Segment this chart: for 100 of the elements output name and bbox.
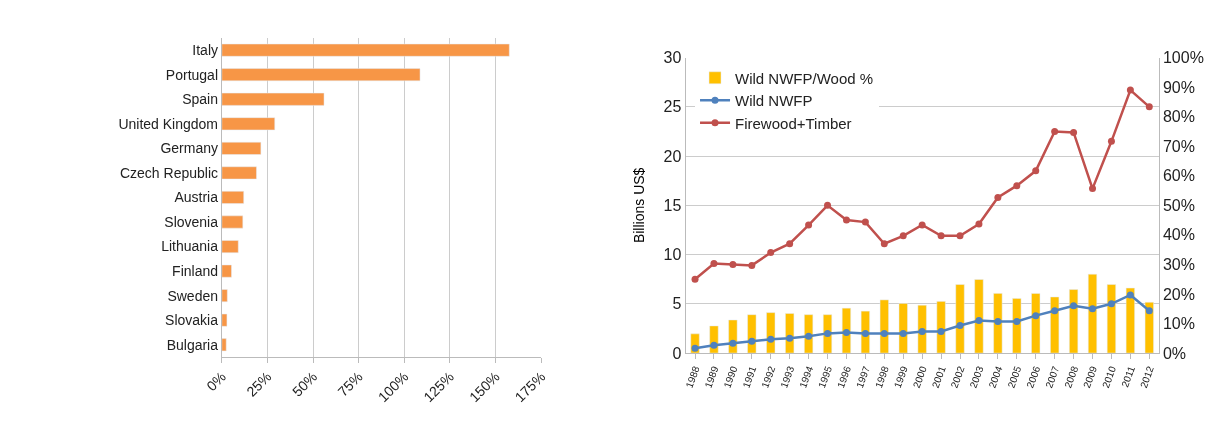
x-tick-label: 1998 — [872, 364, 892, 390]
point — [786, 240, 794, 248]
point — [1107, 137, 1115, 145]
y2-tick-label: 100% — [1162, 49, 1204, 67]
y-tick-label: 30 — [663, 49, 682, 67]
y-axis-title: Billions US$ — [631, 167, 648, 244]
y-tick-label: Slovenia — [164, 213, 219, 230]
point — [1107, 300, 1115, 308]
point — [1145, 307, 1153, 315]
x-tick-label: 1997 — [854, 364, 873, 390]
point — [937, 232, 945, 240]
point — [861, 218, 869, 226]
point — [1126, 86, 1134, 94]
x-tick-label: 2007 — [1043, 364, 1062, 390]
x-tick-label: 2001 — [929, 364, 948, 390]
bar — [993, 293, 1003, 354]
bar — [1069, 289, 1079, 354]
y-tick-label: Portugal — [165, 66, 219, 83]
y-tick-label: 15 — [663, 196, 682, 214]
x-tick-label: 50% — [289, 368, 321, 400]
point — [880, 329, 888, 337]
point — [805, 221, 813, 229]
x-tick-label: 1988 — [683, 364, 702, 390]
legend-label: Wild NWFP — [735, 92, 813, 110]
point — [975, 317, 983, 325]
point — [1126, 291, 1134, 299]
y-tick-label: Italy — [192, 42, 219, 59]
x-tick-label: 2002 — [948, 364, 967, 390]
x-tick-label: 2004 — [986, 364, 1005, 390]
y-tick-label: Sweden — [167, 287, 219, 304]
bar — [1088, 273, 1098, 354]
x-tick-label: 1995 — [816, 364, 835, 390]
point — [1051, 307, 1059, 315]
y2-tick-label: 90% — [1162, 78, 1195, 96]
bar — [974, 279, 984, 354]
y2-tick-label: 20% — [1162, 285, 1195, 303]
y2-tick-label: 70% — [1162, 137, 1195, 155]
x-tick-label: 2009 — [1081, 364, 1100, 390]
legend-label: Wild NWFP/Wood % — [735, 69, 874, 87]
y-tick-label: Slovakia — [165, 312, 219, 329]
point — [767, 249, 775, 257]
point — [729, 260, 737, 268]
y-tick-label: Lithuania — [161, 238, 219, 255]
x-tick-label: 1999 — [891, 364, 910, 390]
y-tick-label: Spain — [182, 91, 219, 108]
point — [1089, 305, 1097, 313]
point — [748, 261, 756, 269]
x-tick-label: 1990 — [721, 364, 740, 390]
y-tick-label: Czech Republic — [119, 164, 219, 181]
point — [918, 221, 926, 229]
point — [1013, 182, 1021, 190]
y-tick-label: Bulgaria — [166, 336, 219, 353]
bar — [1125, 287, 1135, 354]
y2-tick-label: 80% — [1162, 108, 1195, 126]
point — [956, 322, 964, 329]
y-tick-label: 5 — [672, 295, 682, 313]
x-tick-label: 2006 — [1024, 364, 1043, 390]
y-tick-label: Finland — [172, 263, 219, 279]
y2-tick-label: 0% — [1162, 344, 1187, 362]
x-tick-label: 2011 — [1119, 364, 1138, 389]
point — [1089, 185, 1097, 193]
x-tick-label: 1989 — [702, 364, 721, 390]
y-tick-label: 25 — [663, 98, 682, 116]
point — [1070, 128, 1078, 136]
x-tick-label: 1994 — [797, 364, 816, 390]
bar — [879, 299, 889, 354]
x-tick-label: 2012 — [1137, 364, 1157, 390]
point — [994, 193, 1002, 201]
x-tick-label: 0% — [203, 368, 229, 395]
point — [842, 328, 850, 336]
point — [824, 201, 832, 209]
bar — [1012, 298, 1022, 354]
point — [691, 344, 699, 352]
bar — [1144, 302, 1154, 354]
y2-tick-label: 60% — [1162, 167, 1195, 185]
point — [824, 329, 832, 337]
x-tick-label: 2000 — [910, 364, 929, 390]
bar — [955, 284, 965, 354]
y-tick-label: Austria — [174, 189, 219, 206]
point — [710, 341, 718, 349]
point — [880, 240, 888, 248]
x-tick-label: 2010 — [1100, 364, 1119, 390]
legend-label: Firewood+Timber — [735, 114, 852, 132]
y2-tick-label: 40% — [1162, 226, 1195, 244]
point — [994, 318, 1002, 326]
point — [1032, 167, 1040, 175]
y2-tick-label: 30% — [1162, 256, 1195, 274]
x-tick-label: 2008 — [1062, 364, 1081, 390]
x-tick-label: 1991 — [740, 364, 759, 390]
point — [899, 232, 907, 240]
x-tick-label: 2005 — [1005, 364, 1024, 390]
y2-tick-label: 50% — [1162, 196, 1195, 214]
point — [1013, 318, 1021, 326]
point — [1032, 312, 1040, 320]
point — [710, 259, 718, 267]
point — [1070, 302, 1078, 310]
point — [1145, 103, 1153, 111]
point — [842, 216, 850, 224]
point — [975, 220, 983, 228]
y-tick-label: 0 — [672, 344, 682, 362]
